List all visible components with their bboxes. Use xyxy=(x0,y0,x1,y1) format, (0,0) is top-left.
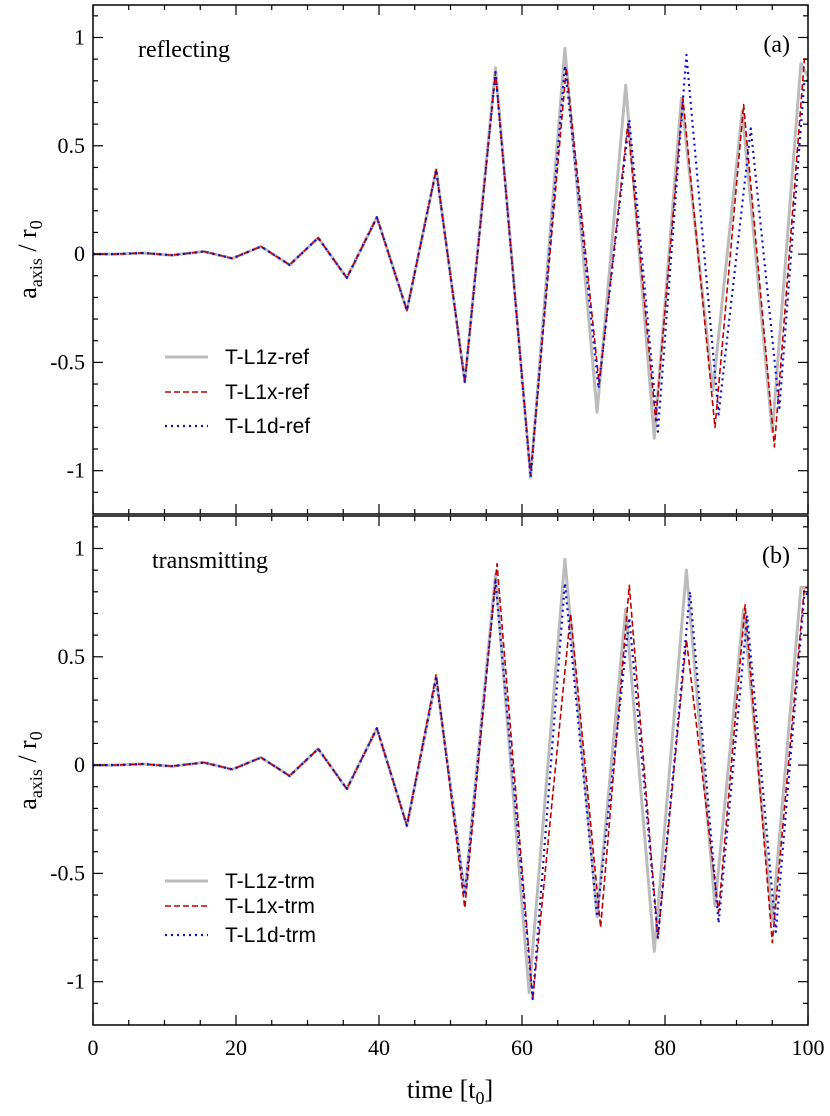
y-tick-label: 1 xyxy=(74,535,85,560)
legend: T-L1z-ref T-L1x-ref T-L1d-ref xyxy=(165,346,310,438)
x-tick-label: 20 xyxy=(225,1035,247,1060)
y-tick-label: -1 xyxy=(67,458,85,483)
panel-a: -1 -0.5 0 0.5 1 aaxis / r0 (a) reflecting T-L1z-… xyxy=(13,4,809,515)
y-tick-label: 0.5 xyxy=(58,644,86,669)
plot-frame xyxy=(92,4,809,515)
panel-b: -1 -0.5 0 0.5 1 0 20 40 60 80 100 aaxis / r0 time [t… xyxy=(13,515,825,1108)
y-axis-label: aaxis / r0 xyxy=(13,731,46,809)
legend-label: T-L1x-trm xyxy=(225,895,315,918)
panel-annotation: transmitting xyxy=(152,548,268,574)
y-tick-label: -1 xyxy=(67,969,85,994)
legend-label: T-L1x-ref xyxy=(225,381,309,404)
plot-frame xyxy=(92,515,809,1026)
panel-label: (b) xyxy=(762,543,790,569)
series-line-t-l1z-ref xyxy=(93,46,808,479)
x-axis-label: time [t0] xyxy=(407,1075,493,1108)
panel-annotation: reflecting xyxy=(138,37,230,63)
x-tick-label: 100 xyxy=(792,1035,825,1060)
x-tick-label: 0 xyxy=(88,1035,99,1060)
legend-label: T-L1d-trm xyxy=(225,924,316,947)
y-tick-label: 1 xyxy=(74,24,85,49)
x-tick-label: 40 xyxy=(368,1035,390,1060)
y-tick-label: -0.5 xyxy=(50,349,85,374)
legend-label: T-L1d-ref xyxy=(225,415,310,438)
series-line-t-l1x-trm xyxy=(93,562,808,1000)
legend-label: T-L1z-trm xyxy=(225,870,315,893)
y-tick-label: 0 xyxy=(74,241,85,266)
y-tick-label: 0.5 xyxy=(58,133,86,158)
legend-label: T-L1z-ref xyxy=(225,346,309,369)
series-line-t-l1z-trm xyxy=(93,557,808,994)
series-line-t-l1d-ref xyxy=(93,53,808,479)
y-tick-label: 0 xyxy=(74,752,85,777)
x-tick-label: 80 xyxy=(654,1035,676,1060)
series-line-t-l1d-trm xyxy=(93,579,808,1001)
x-tick-label: 60 xyxy=(511,1035,533,1060)
y-tick-label: -0.5 xyxy=(50,860,85,885)
y-axis-label: aaxis / r0 xyxy=(13,220,46,298)
panel-label: (a) xyxy=(763,32,790,58)
